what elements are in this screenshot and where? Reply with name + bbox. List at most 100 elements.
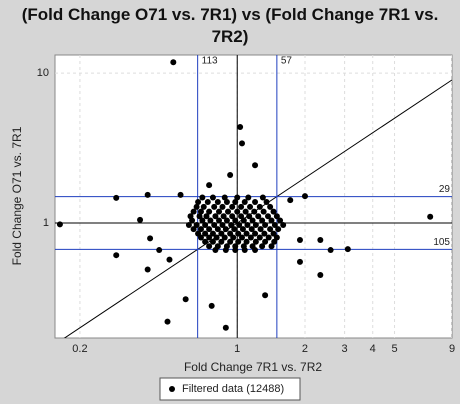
point [267, 226, 274, 233]
point [271, 221, 278, 228]
point [251, 208, 258, 215]
point [238, 140, 245, 147]
y-tick-label: 10 [37, 67, 49, 79]
point [223, 199, 230, 206]
point [204, 199, 211, 206]
point [202, 221, 209, 228]
point [195, 199, 202, 206]
point [209, 194, 216, 201]
point [244, 221, 251, 228]
point [220, 213, 227, 220]
point [230, 234, 237, 241]
point [270, 230, 277, 237]
point [238, 203, 245, 210]
point [197, 208, 204, 215]
point [209, 238, 216, 245]
point [257, 226, 264, 233]
point [256, 203, 263, 210]
point [252, 199, 259, 206]
point [265, 234, 272, 241]
point [248, 226, 255, 233]
point [235, 230, 242, 237]
point [252, 238, 259, 245]
point [268, 217, 275, 224]
point [166, 256, 173, 263]
point [202, 238, 209, 245]
point [182, 296, 189, 303]
point [259, 194, 266, 201]
point [113, 194, 120, 201]
point [241, 247, 248, 254]
threshold-label: 105 [433, 237, 450, 248]
point [252, 247, 259, 254]
point [241, 199, 248, 206]
point [185, 221, 192, 228]
point [227, 238, 234, 245]
threshold-label: 29 [439, 184, 451, 195]
point [252, 162, 259, 169]
point [296, 237, 303, 244]
point [296, 258, 303, 265]
point [206, 234, 213, 241]
point [235, 238, 242, 245]
x-tick-label: 3 [342, 343, 348, 355]
point [214, 199, 221, 206]
point [206, 226, 213, 233]
x-tick-label: 9 [449, 343, 455, 355]
point [236, 221, 243, 228]
threshold-label: 57 [281, 56, 293, 67]
point [222, 324, 229, 331]
point [202, 230, 209, 237]
point [211, 221, 218, 228]
point [261, 230, 268, 237]
point [273, 213, 280, 220]
point [344, 246, 351, 253]
point [262, 221, 269, 228]
threshold-label: 113 [202, 56, 218, 67]
point [271, 238, 278, 245]
point [56, 221, 63, 228]
point [147, 235, 154, 242]
legend-marker [169, 386, 175, 392]
point [268, 243, 275, 250]
point [209, 230, 216, 237]
point [249, 217, 256, 224]
x-tick-label: 2 [302, 343, 308, 355]
y-axis-label: Fold Change O71 vs. 7R1 [10, 126, 24, 265]
point [164, 318, 171, 325]
point [247, 203, 254, 210]
point [243, 230, 250, 237]
point [203, 213, 210, 220]
point [234, 208, 241, 215]
point [239, 226, 246, 233]
point [259, 243, 266, 250]
points [56, 59, 434, 331]
point [219, 221, 226, 228]
point [262, 292, 269, 299]
point [193, 221, 200, 228]
point [240, 217, 247, 224]
point [327, 247, 334, 254]
point [208, 302, 215, 309]
point [232, 217, 239, 224]
point [275, 226, 282, 233]
point [196, 213, 203, 220]
point [221, 194, 228, 201]
point [229, 203, 236, 210]
point [227, 172, 234, 179]
point [277, 217, 284, 224]
point [317, 237, 324, 244]
point [246, 213, 253, 220]
legend-box [159, 377, 301, 401]
point [267, 203, 274, 210]
point [287, 197, 294, 204]
labels: 0.2 1 2 3 4 5 9 1 10 113 57 29 105 [37, 56, 455, 355]
point [190, 226, 197, 233]
point [270, 208, 277, 215]
legend-label: Filtered data (12488) [182, 383, 284, 395]
y-tick-label: 1 [43, 217, 49, 229]
point [206, 208, 213, 215]
point [200, 203, 207, 210]
point [144, 191, 151, 198]
point [301, 193, 308, 200]
